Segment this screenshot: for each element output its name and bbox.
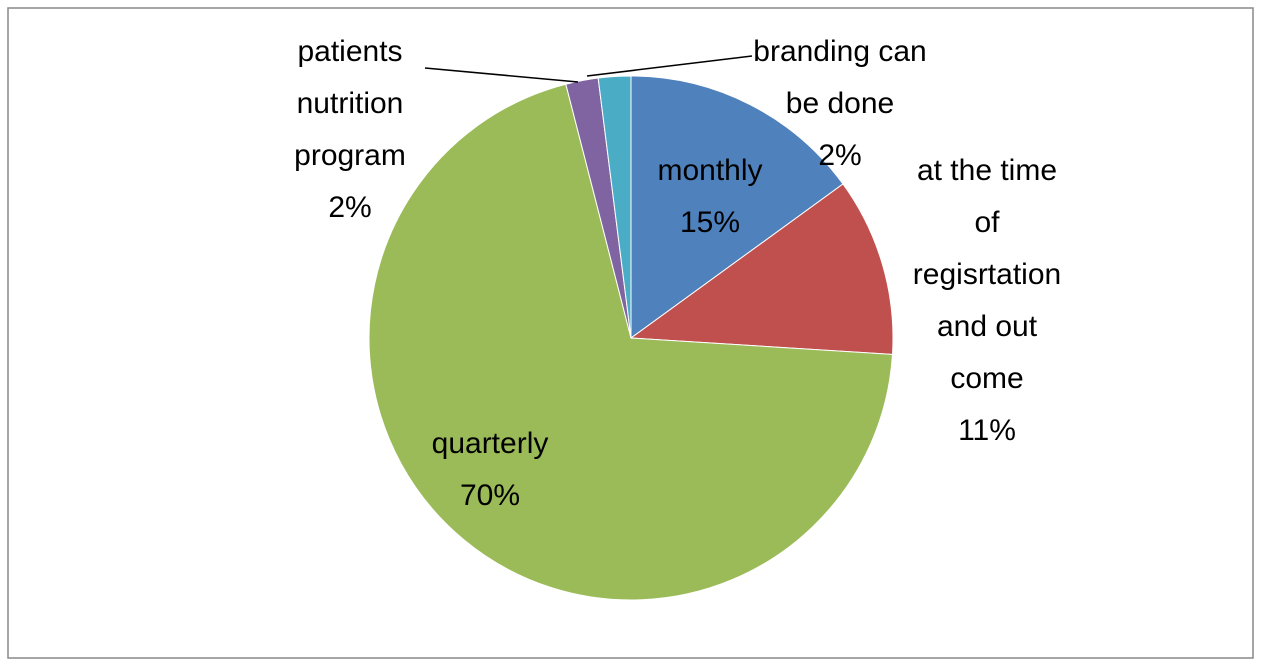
- percent-label: 2%: [328, 191, 372, 224]
- pie-slice: [368, 83, 894, 601]
- slice-label: patients nutrition program 2%: [270, 26, 430, 234]
- category-label: monthly: [657, 154, 763, 187]
- pie-slice: [597, 75, 632, 339]
- percent-label: 2%: [818, 139, 862, 172]
- category-label: at the time of regisrtation and out come: [912, 154, 1062, 395]
- slice-label: at the time of regisrtation and out come…: [907, 145, 1067, 457]
- pie-slice: [630, 75, 844, 339]
- slice-label: monthly 15%: [630, 145, 790, 249]
- leader-line: [586, 55, 753, 77]
- leader-line: [424, 67, 579, 83]
- pie: [368, 75, 894, 601]
- category-label: branding can be done: [753, 35, 927, 120]
- percent-label: 70%: [459, 479, 521, 512]
- slice-label: quarterly 70%: [390, 418, 590, 522]
- percent-label: 11%: [958, 414, 1016, 447]
- category-label: patients nutrition program: [294, 35, 406, 172]
- category-label: quarterly: [431, 427, 549, 460]
- slice-label: branding can be done 2%: [748, 26, 933, 182]
- pie-slice: [629, 183, 894, 355]
- percent-label: 15%: [679, 206, 741, 239]
